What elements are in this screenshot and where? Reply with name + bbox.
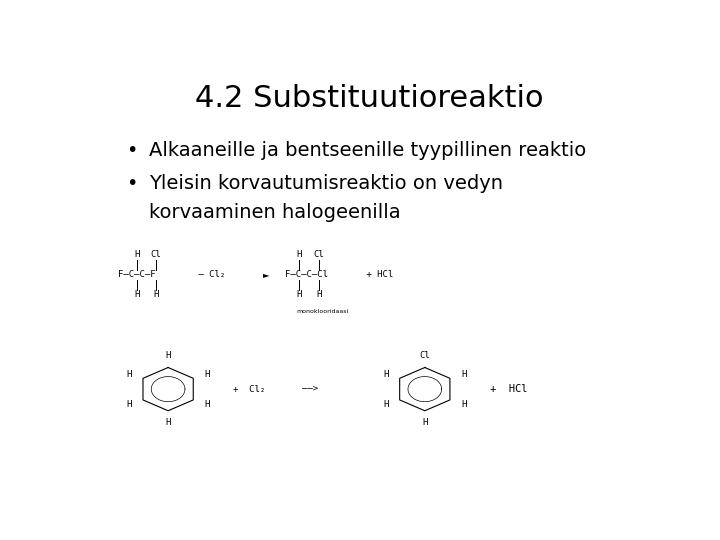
Text: H: H — [462, 370, 467, 379]
Text: •: • — [126, 174, 138, 193]
Text: H: H — [383, 370, 388, 379]
Text: ––>: ––> — [302, 384, 318, 394]
Text: H: H — [126, 400, 132, 409]
Text: Cl: Cl — [150, 251, 161, 259]
Text: H: H — [422, 418, 428, 427]
Text: ►: ► — [263, 271, 269, 279]
Text: +  Cl₂: + Cl₂ — [233, 384, 266, 394]
Text: Yleisin korvautumisreaktio on vedyn: Yleisin korvautumisreaktio on vedyn — [148, 174, 503, 193]
Text: H: H — [316, 290, 321, 299]
Text: Alkaaneille ja bentseenille tyypillinen reaktio: Alkaaneille ja bentseenille tyypillinen … — [148, 140, 586, 159]
Text: Cl: Cl — [420, 350, 430, 360]
Text: + HCl: + HCl — [361, 271, 393, 279]
Text: korvaaminen halogeenilla: korvaaminen halogeenilla — [148, 203, 400, 222]
Text: H: H — [383, 400, 388, 409]
Text: •: • — [126, 140, 138, 159]
Text: H: H — [153, 290, 158, 299]
Text: H: H — [126, 370, 132, 379]
Text: H: H — [135, 290, 140, 299]
Text: Cl: Cl — [313, 251, 324, 259]
Text: H: H — [462, 400, 467, 409]
Text: H: H — [135, 251, 140, 259]
Text: H: H — [297, 251, 302, 259]
Text: – Cl₂: – Cl₂ — [193, 271, 225, 279]
Text: H: H — [204, 400, 210, 409]
Text: H: H — [166, 352, 171, 360]
Text: H: H — [297, 290, 302, 299]
Text: F—C—C—F: F—C—C—F — [118, 271, 156, 279]
Text: H: H — [204, 370, 210, 379]
Text: F—C—C—Cl: F—C—C—Cl — [285, 271, 328, 279]
Text: 4.2 Substituutioreaktio: 4.2 Substituutioreaktio — [194, 84, 544, 112]
Text: +  HCl: + HCl — [490, 384, 528, 394]
Text: monoklooridaasi: monoklooridaasi — [297, 309, 348, 314]
Text: H: H — [166, 418, 171, 427]
